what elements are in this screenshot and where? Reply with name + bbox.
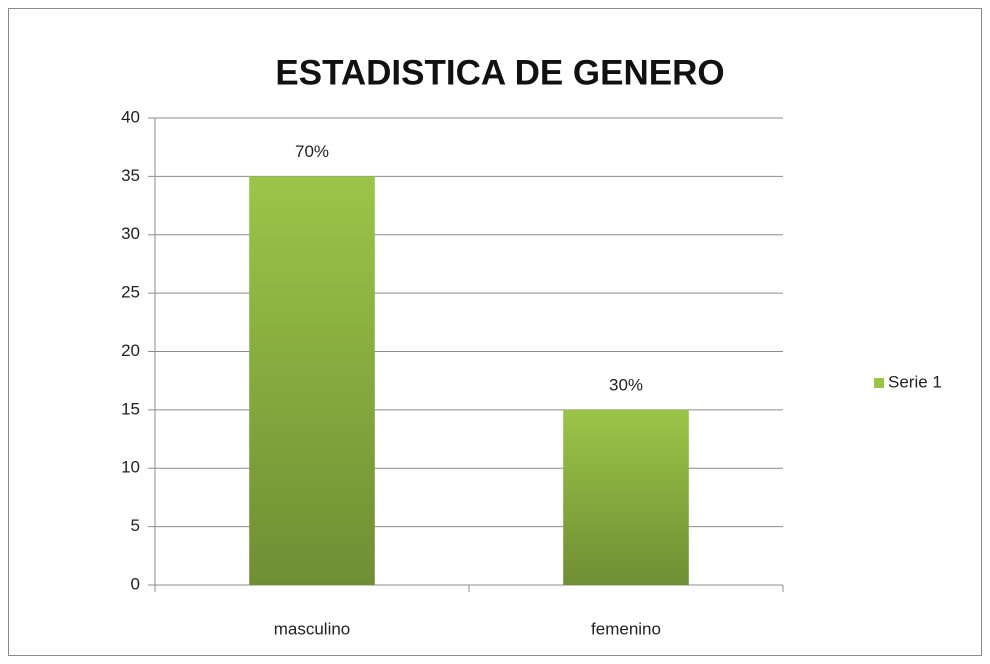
bar — [249, 176, 375, 585]
x-tick-label: masculino — [274, 619, 351, 638]
bar — [563, 409, 689, 585]
y-tick-label: 40 — [121, 107, 140, 126]
y-tick-label: 20 — [121, 341, 140, 360]
chart-title: ESTADISTICA DE GENERO — [275, 53, 724, 92]
data-label: 30% — [609, 375, 643, 394]
legend-label: Serie 1 — [888, 372, 942, 391]
y-tick-label: 35 — [121, 166, 140, 185]
chart-border — [8, 8, 982, 656]
y-tick-label: 25 — [121, 283, 140, 302]
y-tick-label: 30 — [121, 224, 140, 243]
y-tick-label: 5 — [131, 516, 140, 535]
y-tick-label: 0 — [131, 574, 140, 593]
y-tick-label: 15 — [121, 399, 140, 418]
data-label: 70% — [295, 142, 329, 161]
y-tick-label: 10 — [121, 458, 140, 477]
legend-swatch — [874, 378, 884, 388]
x-tick-label: femenino — [591, 619, 661, 638]
